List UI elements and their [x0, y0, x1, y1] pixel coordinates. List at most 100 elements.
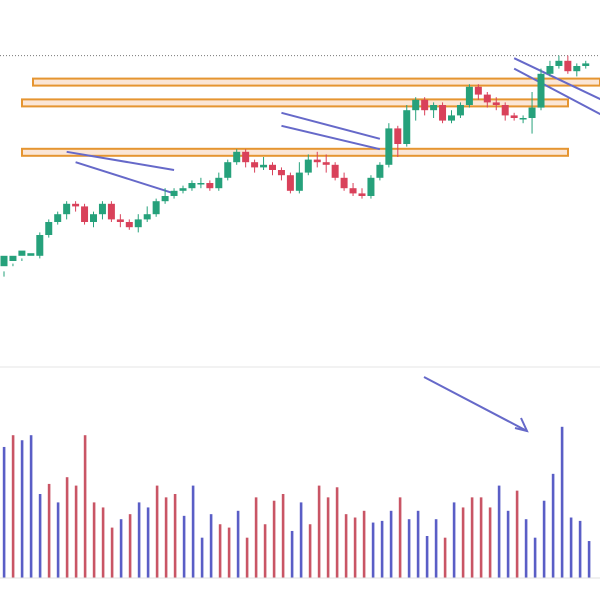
volume-bar	[92, 502, 96, 578]
volume-bar	[218, 524, 222, 578]
volume-bar	[173, 494, 177, 578]
candle-body	[465, 86, 473, 105]
candle-body	[573, 66, 581, 72]
candle-body	[134, 219, 142, 228]
candle-body	[403, 110, 411, 144]
candle-body	[107, 203, 115, 220]
candle-body	[456, 105, 464, 116]
candle-body	[36, 235, 44, 256]
volume-bar	[308, 524, 312, 578]
candle-body	[546, 66, 554, 74]
candle-body	[313, 159, 321, 163]
volume-arrow-line	[423, 376, 528, 432]
volume-bar	[263, 524, 267, 578]
candle-body	[340, 177, 348, 189]
price-panel	[0, 55, 600, 277]
candle-body	[492, 102, 500, 105]
volume-bar	[146, 507, 150, 578]
volume-arrow-head	[514, 417, 529, 433]
volume-bar	[56, 502, 60, 578]
volume-bar	[515, 490, 519, 578]
volume-bar	[137, 502, 141, 578]
candle-body	[242, 151, 250, 163]
volume-bar	[434, 519, 438, 578]
candle-body	[9, 255, 17, 261]
horizontal-zone	[32, 77, 600, 87]
volume-bar	[380, 520, 384, 578]
candle-body	[0, 255, 8, 267]
candle-body	[358, 193, 366, 196]
channel-line-lower	[75, 161, 175, 195]
candle-body	[528, 107, 536, 118]
candle-body	[474, 86, 482, 95]
candle-body	[81, 206, 89, 222]
candle-body	[286, 175, 294, 191]
volume-bar	[479, 497, 483, 578]
candle-body	[412, 99, 420, 111]
candle-body	[197, 183, 205, 185]
volume-bar	[461, 507, 465, 578]
volume-bar	[578, 520, 582, 578]
candle-body	[269, 164, 276, 170]
volume-bar	[20, 440, 24, 578]
horizontal-zone	[21, 98, 569, 108]
volume-bar	[443, 537, 447, 578]
candle-body	[143, 214, 151, 220]
volume-bar	[542, 500, 546, 578]
volume-bar	[236, 510, 240, 578]
volume-bar	[344, 514, 348, 578]
candle-body	[170, 190, 178, 196]
candle-body	[564, 60, 572, 72]
volume-bar	[353, 517, 357, 578]
candle-body	[349, 188, 357, 194]
volume-bar	[299, 502, 303, 578]
candle-body	[295, 172, 303, 191]
candle-body	[376, 164, 384, 178]
candle-body	[322, 162, 330, 165]
candle-body	[63, 203, 71, 215]
candle-body	[251, 162, 259, 168]
volume-bar	[47, 483, 51, 578]
candle-body	[116, 219, 124, 222]
volume-bar	[533, 537, 537, 578]
horizontal-zone	[21, 147, 569, 157]
volume-bar	[254, 497, 258, 578]
candle-body	[394, 128, 402, 144]
candle-body	[439, 105, 447, 121]
volume-bar	[416, 510, 420, 578]
volume-bar	[362, 510, 366, 578]
volume-bar	[587, 541, 591, 578]
channel-line-lower	[281, 124, 381, 151]
candle-body	[18, 250, 26, 256]
volume-bar	[29, 435, 33, 578]
candle-body	[72, 203, 80, 207]
candle-body	[224, 162, 232, 178]
volume-bar	[227, 527, 231, 578]
volume-bar	[551, 473, 555, 578]
volume-bar	[506, 510, 510, 578]
candle-body	[27, 253, 35, 256]
volume-bar	[290, 530, 294, 578]
candle-body	[98, 203, 106, 215]
volume-bar	[164, 497, 168, 578]
candle-body	[215, 177, 223, 189]
candle-body	[555, 60, 563, 66]
candle-body	[582, 63, 590, 66]
volume-bar	[497, 485, 501, 578]
candle-body	[54, 214, 62, 222]
volume-bar	[119, 519, 123, 578]
volume-panel	[0, 376, 600, 579]
volume-bar	[272, 500, 276, 578]
volume-bar	[371, 522, 375, 578]
candle-body	[537, 73, 545, 108]
candle-body	[448, 115, 455, 121]
candle-body	[421, 99, 429, 111]
candle-body	[188, 183, 196, 189]
candle-body	[90, 214, 97, 222]
volume-bar	[101, 507, 105, 578]
candle-body	[206, 183, 214, 189]
volume-bar	[110, 527, 114, 578]
volume-bar	[470, 497, 474, 578]
volume-bar	[281, 494, 285, 578]
